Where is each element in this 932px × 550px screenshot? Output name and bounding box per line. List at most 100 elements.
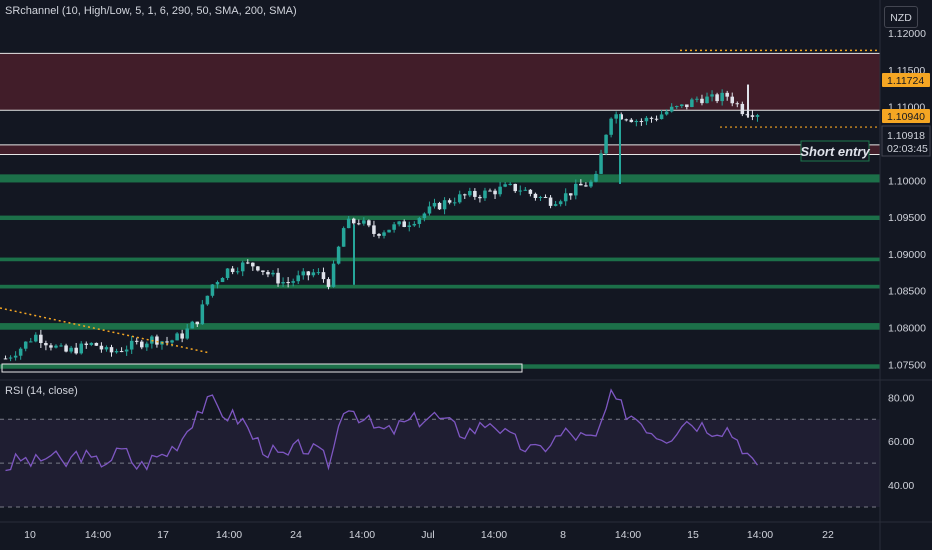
candle-body [79,343,83,354]
candle-body [18,348,23,356]
candle-body [659,114,664,120]
candle-body [392,224,396,230]
candle-body [553,204,558,206]
currency-button[interactable]: NZD [884,6,918,28]
candle-body [301,271,306,276]
candle-body [644,117,649,122]
candle-body [245,262,250,264]
candle-body [543,196,548,198]
sr-zones [0,52,880,369]
last-price-box [881,125,931,157]
candlestick-series [3,84,760,362]
candle-body [129,340,134,350]
time-tick-label: 24 [290,529,302,541]
candle-body [654,118,659,120]
candle-body [134,340,139,342]
rsi-tick-label: 40.00 [888,480,914,492]
candle-body [326,279,331,287]
candle-body [584,185,588,187]
candle-body [94,342,99,346]
candle-body [579,183,583,186]
price-tick-label: 1.07500 [888,359,926,371]
candle-body [710,94,714,97]
price-tick-label: 1.10000 [888,175,926,187]
candle-body [220,277,225,283]
candle-body [432,202,437,207]
resistance-zone [0,144,880,155]
candle-body [417,218,422,224]
candle-body [412,223,417,226]
candle-body [624,119,629,121]
candle-body [306,271,311,276]
time-tick-label: 10 [24,529,36,541]
candle-body [604,134,608,154]
candle-body [210,284,215,296]
candle-body [39,334,43,344]
candle-body [372,225,376,234]
candle-body [84,343,89,345]
candle-body [518,190,523,192]
short-entry-annotation[interactable]: Short entry [800,140,870,162]
candle-body [558,201,563,205]
candle-body [357,223,361,225]
candle-body [599,153,603,174]
candle-body [478,196,482,199]
candle-body [735,103,740,105]
mid-price-badge-bg [882,109,930,123]
candle-body [503,184,507,187]
time-tick-label: 8 [560,529,566,541]
candle-body [276,272,280,284]
candle-body [649,117,654,119]
time-tick-label: 17 [157,529,169,541]
candle-body [664,111,669,115]
candle-body [291,281,295,283]
candle-body [8,357,13,359]
candle-body [266,271,270,275]
candle-body [44,343,48,346]
candle-body [457,194,462,203]
candle-body [281,282,285,284]
rsi-pane: 80.00 60.00 40.00 [0,388,914,508]
candle-body [730,96,735,104]
candle-body [215,282,220,285]
candle-body [23,341,28,349]
indicator-title: SRchannel (10, High/Low, 5, 1, 6, 290, 5… [5,5,297,17]
candle-body [261,270,265,272]
candle-body [493,190,497,195]
candle-body [488,190,492,192]
candle-body [674,106,679,108]
candle-body [251,262,255,267]
candle-body [473,190,477,197]
candle-body [377,233,381,236]
candle-body [538,196,543,198]
candle-body [49,345,53,348]
overlays: Short entry [0,49,880,373]
candle-body [145,343,149,348]
mid-price-badge: 1.10940 [887,111,925,123]
last-price-label: 1.10918 [887,130,925,142]
candle-body [185,328,189,339]
candle-body [705,96,709,104]
candle-body [740,103,745,115]
candle-body [170,340,174,343]
candle-body [54,345,58,348]
candle-body [447,200,452,203]
candle-body [89,342,94,345]
candle-body [589,181,593,187]
candle-body [407,225,412,227]
candle-body [109,347,114,353]
time-tick-label: Jul [421,529,434,541]
upper-price-badge-bg [882,73,930,87]
time-tick-label: 22 [822,529,834,541]
candle-body [639,120,644,122]
candle-body [427,206,432,214]
candle-body [59,345,63,347]
candle-body [311,272,316,276]
candle-body [402,221,406,227]
candle-body [28,341,33,343]
candle-body [720,92,724,102]
candle-body [3,358,8,360]
candle-body [180,333,184,339]
